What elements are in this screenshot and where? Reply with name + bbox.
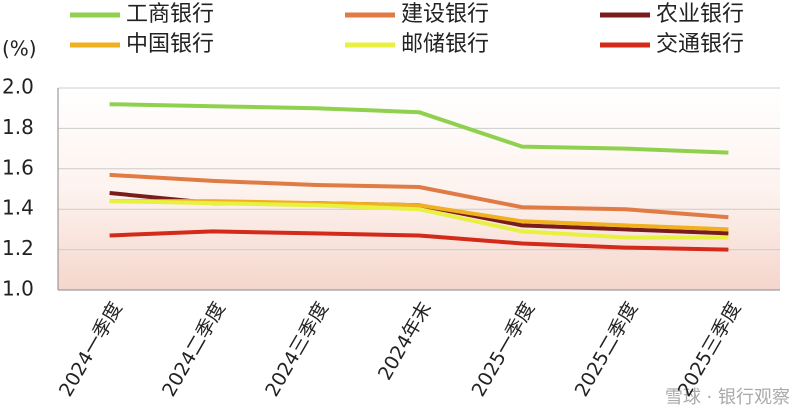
y-tick-label: 1.8 — [2, 115, 34, 139]
y-tick-label: 2.0 — [2, 75, 34, 99]
series-line — [109, 229, 729, 252]
series-line — [109, 199, 729, 240]
legend-label: 邮储银行 — [401, 32, 489, 57]
watermark: 雪球 · 银行观察 — [665, 387, 790, 408]
legend-label: 农业银行 — [656, 2, 744, 27]
x-tick-label: 2024三季度 — [261, 298, 333, 400]
x-tick-label: 2025一季度 — [468, 298, 540, 400]
y-unit: (%) — [2, 37, 37, 61]
x-tick-label: 2024二季度 — [158, 298, 230, 400]
legend-label: 交通银行 — [656, 32, 744, 57]
x-tick-label: 2025三季度 — [674, 298, 746, 400]
legend-label: 建设银行 — [401, 2, 489, 27]
x-tick-label: 2025二季度 — [571, 298, 643, 400]
y-tick-label: 1.0 — [2, 277, 34, 301]
series-line — [109, 172, 729, 220]
y-tick-label: 1.4 — [2, 196, 34, 220]
x-tick-label: 2024年末 — [374, 298, 436, 384]
series-line — [109, 102, 729, 155]
y-tick-label: 1.2 — [2, 236, 34, 260]
y-tick-label: 1.6 — [2, 155, 34, 179]
x-tick-label: 2024一季度 — [55, 298, 127, 400]
legend-label: 中国银行 — [126, 32, 214, 57]
legend-label: 工商银行 — [126, 2, 214, 27]
